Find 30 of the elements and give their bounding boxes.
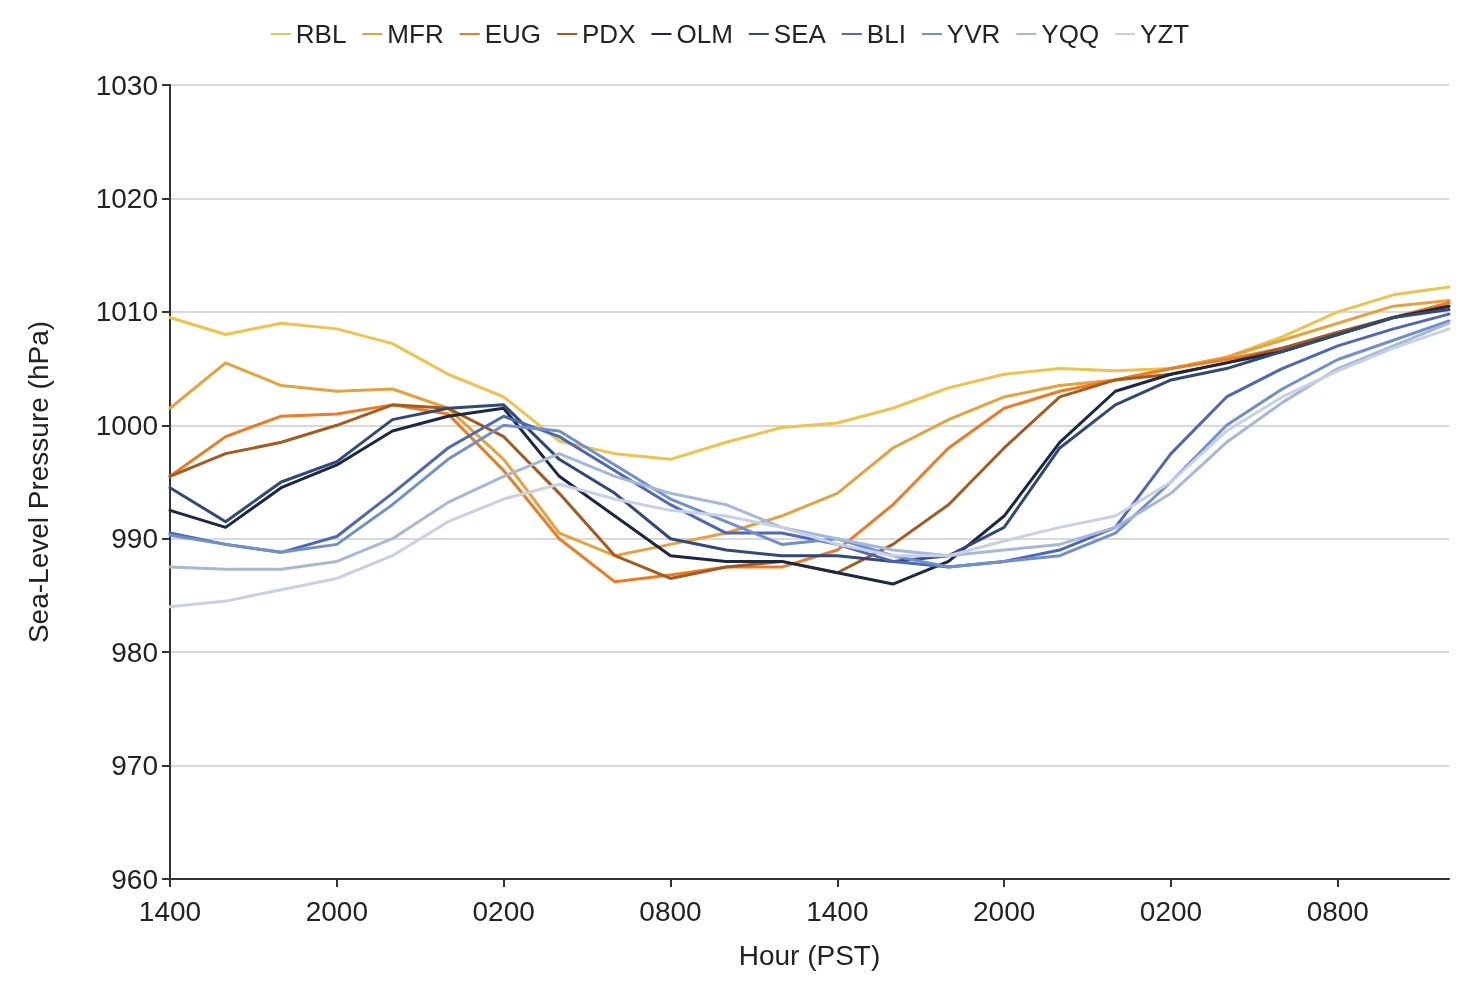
y-tick-label: 980 xyxy=(111,636,158,668)
x-tick-label: 0200 xyxy=(472,895,535,927)
legend-label: SEA xyxy=(773,19,827,49)
x-tick-label: 1400 xyxy=(806,895,869,927)
y-axis-title: Sea-Level Pressure (hPa) xyxy=(22,320,54,644)
y-tick-label: 1020 xyxy=(95,182,158,214)
legend-label: EUG xyxy=(484,19,542,49)
legend-label: YVR xyxy=(946,19,1001,49)
legend-label: MFR xyxy=(387,19,444,49)
x-tick-label: 2000 xyxy=(972,895,1036,927)
y-tick-label: 990 xyxy=(111,523,158,555)
x-tick-label: 0800 xyxy=(639,895,702,927)
y-tick-label: 1030 xyxy=(95,69,158,101)
x-tick-label: 0800 xyxy=(1306,895,1369,927)
y-tick-label: 960 xyxy=(111,863,158,895)
x-tick-label: 2000 xyxy=(305,895,368,927)
x-tick-label: 1400 xyxy=(138,895,202,927)
y-tick-label: 970 xyxy=(111,750,158,782)
line-series xyxy=(168,285,1451,461)
legend-label: YZT xyxy=(1140,19,1190,49)
legend-label: BLI xyxy=(866,19,906,49)
legend-label: YQQ xyxy=(1041,19,1100,49)
y-tick-label: 1000 xyxy=(95,409,158,441)
legend-label: RBL xyxy=(295,19,347,49)
y-tick-label: 1010 xyxy=(95,296,158,328)
x-tick-label: 0200 xyxy=(1139,895,1203,927)
legend-label: PDX xyxy=(582,19,636,49)
line-series xyxy=(168,327,1451,609)
legend-label: OLM xyxy=(676,19,733,49)
x-axis-title: Hour (PST) xyxy=(738,939,881,971)
